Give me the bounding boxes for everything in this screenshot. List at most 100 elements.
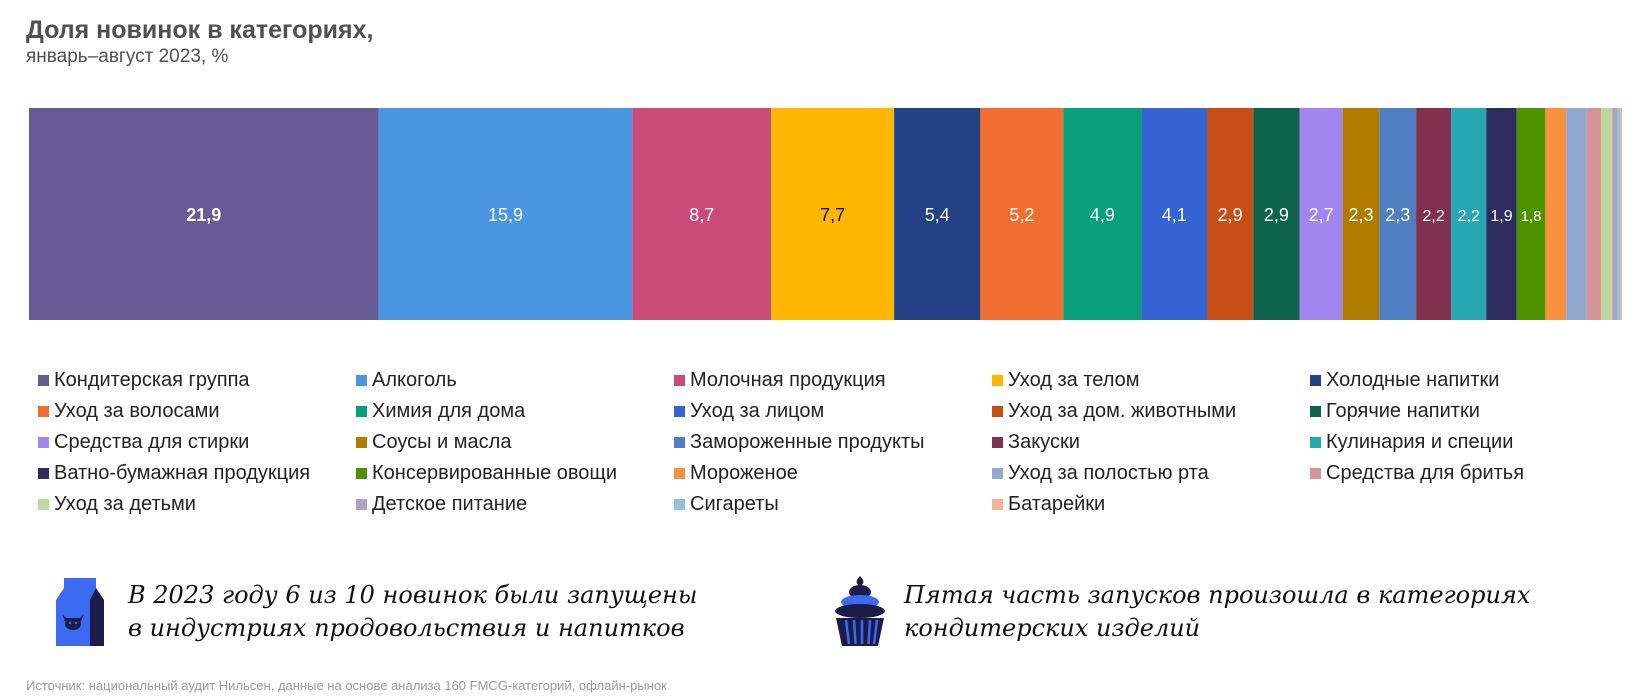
legend-item: Ватно-бумажная продукция xyxy=(38,462,356,485)
stacked-bar-chart: 21,9 15,9 8,7 7,7 5,4 5,2 4,9 4,1 2,9 2,9 2,7 2,3 2,… xyxy=(29,108,1622,320)
legend-item: Средства для бритья xyxy=(1310,462,1628,485)
legend-swatch xyxy=(992,406,1003,417)
bar-segment xyxy=(1516,108,1546,320)
data-label: 7,7 xyxy=(820,205,845,225)
legend-swatch xyxy=(356,468,367,479)
legend-item: Батарейки xyxy=(992,493,1310,516)
source-note: Источник: национальный аудит Нильсен, да… xyxy=(26,678,667,693)
legend-label: Уход за полостью рта xyxy=(1008,462,1209,484)
bar-segment xyxy=(1379,108,1417,320)
legend-item: Холодные напитки xyxy=(1310,369,1628,392)
legend-item: Детское питание xyxy=(356,493,674,516)
bar-segment xyxy=(1342,108,1380,320)
legend-swatch xyxy=(1310,406,1321,417)
data-label: 8,7 xyxy=(689,205,714,225)
legend-label: Алкоголь xyxy=(372,369,457,391)
data-label: 2,9 xyxy=(1218,205,1243,225)
legend-item: Кулинария и специи xyxy=(1310,431,1628,454)
legend-label: Замороженные продукты xyxy=(690,431,925,453)
legend-swatch xyxy=(674,375,685,386)
callout-line: Пятая часть запусков произошла в категор… xyxy=(904,581,1531,609)
data-label: 21,9 xyxy=(186,205,221,225)
bar-segment xyxy=(1566,108,1587,320)
bar-segment xyxy=(771,108,895,320)
legend-label: Уход за лицом xyxy=(690,400,825,422)
data-label: 2,3 xyxy=(1385,205,1410,225)
legend-item: Горячие напитки xyxy=(1310,400,1628,423)
legend-label: Средства для бритья xyxy=(1326,462,1525,484)
legend-swatch xyxy=(674,468,685,479)
legend-swatch xyxy=(1310,468,1321,479)
bar-segment xyxy=(1586,108,1602,320)
bar-segment xyxy=(1601,108,1613,320)
data-label: 2,2 xyxy=(1458,208,1480,225)
legend-swatch xyxy=(674,406,685,417)
cupcake-icon xyxy=(835,576,885,646)
legend-item: Соусы и масла xyxy=(356,431,674,454)
chart-subtitle: январь–август 2023, % xyxy=(26,46,229,67)
legend-label: Батарейки xyxy=(1008,493,1106,515)
legend-label: Закуски xyxy=(1008,431,1080,453)
data-label: 2,2 xyxy=(1423,208,1445,225)
legend-swatch xyxy=(992,499,1003,510)
bar-segment xyxy=(1063,108,1142,320)
callout-text-food: В 2023 году 6 из 10 новинок были запущен… xyxy=(128,579,728,645)
bar-segment xyxy=(632,108,772,320)
legend-item: Мороженое xyxy=(674,462,992,485)
legend-swatch xyxy=(674,437,685,448)
callout-line: кондитерских изделий xyxy=(904,614,1201,642)
legend-item: Замороженные продукты xyxy=(674,431,992,454)
legend-swatch xyxy=(992,375,1003,386)
legend-label: Уход за детьми xyxy=(54,493,196,515)
legend-swatch xyxy=(38,406,49,417)
legend-item: Консервированные овощи xyxy=(356,462,674,485)
legend-item: Средства для стирки xyxy=(38,431,356,454)
data-label: 2,9 xyxy=(1264,205,1289,225)
bar-segment xyxy=(378,108,633,320)
legend-item: Молочная продукция xyxy=(674,369,992,392)
callout-line: в индустриях продовольствия и напитков xyxy=(128,614,685,642)
data-label: 5,2 xyxy=(1009,205,1034,225)
legend-swatch xyxy=(674,499,685,510)
legend-item: Уход за полостью рта xyxy=(992,462,1310,485)
data-label: 1,9 xyxy=(1490,208,1512,225)
legend-item: Кондитерская группа xyxy=(38,369,356,392)
legend-label: Детское питание xyxy=(372,493,528,515)
data-label: 4,1 xyxy=(1162,205,1187,225)
data-label: 1,8 xyxy=(1521,208,1542,225)
legend-item: Химия для дома xyxy=(356,400,674,423)
legend-label: Химия для дома xyxy=(372,400,526,422)
bar-segment xyxy=(29,108,379,320)
legend-label: Средства для стирки xyxy=(54,431,250,453)
data-label: 4,9 xyxy=(1090,205,1115,225)
data-label: 5,4 xyxy=(925,205,950,225)
legend-swatch xyxy=(1310,375,1321,386)
bar-segment xyxy=(1617,108,1621,320)
legend-item: Закуски xyxy=(992,431,1310,454)
legend-swatch xyxy=(992,468,1003,479)
legend-label: Ватно-бумажная продукция xyxy=(54,462,311,484)
callout-line: В 2023 году 6 из 10 новинок были запущен… xyxy=(128,581,698,609)
chart-legend: Кондитерская группа Алкоголь Молочная прод… xyxy=(38,369,1638,516)
milk-carton-icon xyxy=(56,578,104,646)
legend-label: Горячие напитки xyxy=(1326,400,1480,422)
legend-swatch xyxy=(356,499,367,510)
bar-segment xyxy=(1416,108,1452,320)
legend-label: Уход за волосами xyxy=(54,400,220,422)
legend-swatch xyxy=(992,437,1003,448)
legend-swatch xyxy=(38,437,49,448)
legend-label: Уход за дом. животными xyxy=(1008,400,1237,422)
bar-segment xyxy=(1620,108,1622,320)
legend-swatch xyxy=(1310,437,1321,448)
legend-label: Уход за телом xyxy=(1008,369,1140,391)
bar-segment xyxy=(1206,108,1254,320)
legend-swatch xyxy=(38,375,49,386)
legend-swatch xyxy=(356,375,367,386)
legend-item: Уход за телом xyxy=(992,369,1310,392)
data-label: 2,7 xyxy=(1309,205,1334,225)
legend-swatch xyxy=(356,406,367,417)
legend-label: Холодные напитки xyxy=(1326,369,1500,391)
data-label: 15,9 xyxy=(488,205,523,225)
bar-segment xyxy=(1612,108,1618,320)
callout-food-beverages: В 2023 году 6 из 10 новинок были запущен… xyxy=(56,576,728,648)
